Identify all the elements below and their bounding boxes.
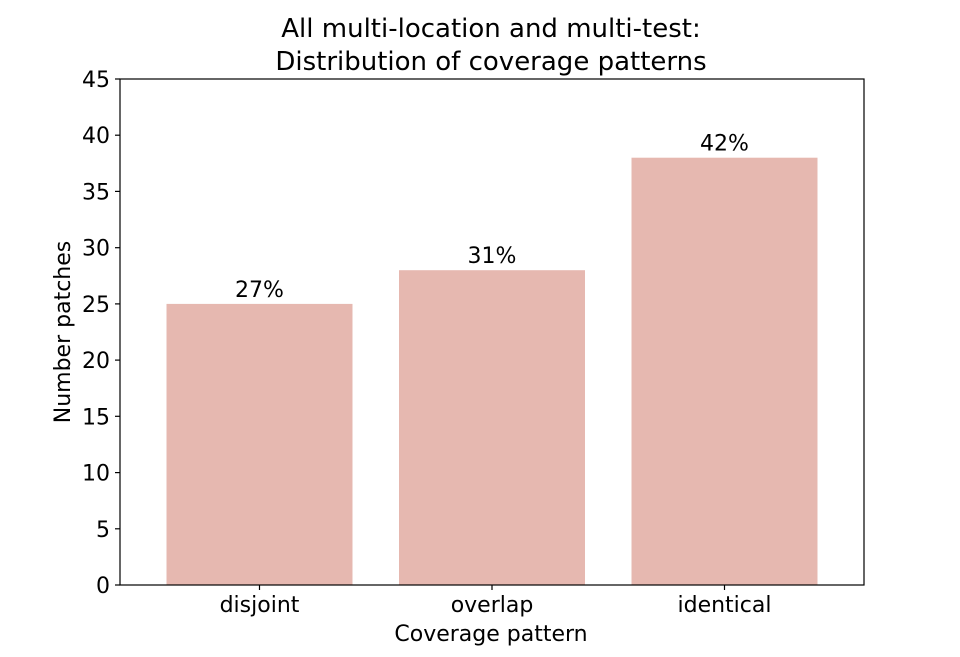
bar-disjoint [166, 303, 353, 585]
y-tick-label-25: 25 [82, 293, 110, 318]
x-tick-label-disjoint: disjoint [220, 593, 300, 618]
y-tick-label-5: 5 [96, 518, 110, 543]
plot-frame [119, 78, 865, 586]
bar-value-label-overlap: 31% [468, 244, 517, 269]
y-axis-label: Number patches [51, 241, 76, 423]
bar-value-label-identical: 42% [700, 132, 749, 157]
x-axis-label: Coverage pattern [394, 622, 587, 647]
y-axis-ticks: 0 5 10 15 20 25 30 35 40 45 [82, 68, 120, 599]
bar-value-label-disjoint: 27% [235, 278, 284, 303]
y-tick-label-20: 20 [82, 349, 110, 374]
y-tick-label-30: 30 [82, 237, 110, 262]
bar-labels-group: 27% 31% 42% [235, 132, 749, 303]
y-tick-label-10: 10 [82, 462, 110, 487]
y-tick-label-45: 45 [82, 68, 110, 93]
bar-identical [631, 157, 818, 585]
y-tick-label-15: 15 [82, 405, 110, 430]
x-tick-label-identical: identical [678, 593, 772, 618]
bar-overlap [399, 270, 585, 585]
x-axis-ticks: disjoint overlap identical [220, 585, 772, 618]
y-tick-label-0: 0 [96, 574, 110, 599]
y-tick-label-35: 35 [82, 180, 110, 205]
chart-title-line-2: Distribution of coverage patterns [275, 47, 706, 77]
y-tick-label-40: 40 [82, 124, 110, 149]
x-tick-label-overlap: overlap [451, 593, 534, 618]
chart-title-line-1: All multi-location and multi-test: [281, 14, 700, 44]
bars-group [166, 157, 818, 585]
